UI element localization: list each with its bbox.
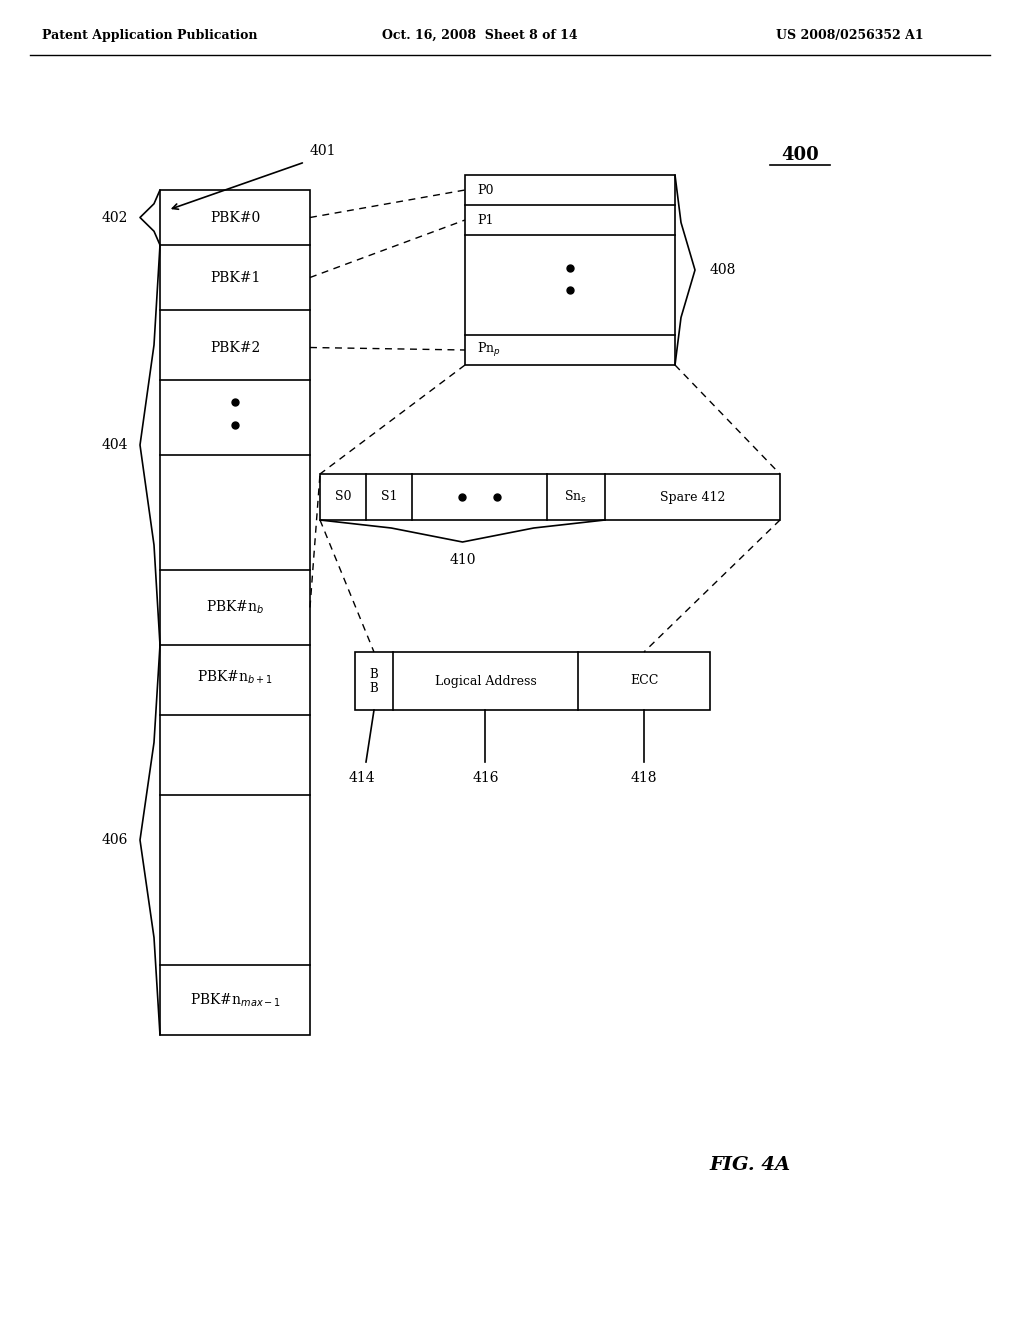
Text: 418: 418 [631, 771, 657, 785]
Text: Logical Address: Logical Address [434, 675, 537, 688]
Text: 400: 400 [781, 147, 819, 164]
Text: Sn$_s$: Sn$_s$ [564, 488, 588, 506]
Text: PBK#n$_{b+1}$: PBK#n$_{b+1}$ [197, 669, 273, 686]
Text: 402: 402 [101, 210, 128, 224]
Text: Pn$_p$: Pn$_p$ [477, 341, 501, 359]
Text: P0: P0 [477, 183, 494, 197]
Text: PBK#0: PBK#0 [210, 210, 260, 224]
Text: Patent Application Publication: Patent Application Publication [42, 29, 258, 41]
Text: PBK#n$_b$: PBK#n$_b$ [206, 599, 264, 616]
Bar [319, 474, 780, 520]
Text: FIG. 4A: FIG. 4A [710, 1156, 791, 1173]
Text: PBK#2: PBK#2 [210, 341, 260, 355]
Bar [160, 190, 310, 1035]
Text: 410: 410 [450, 553, 476, 568]
Text: 414: 414 [349, 771, 376, 785]
Text: US 2008/0256352 A1: US 2008/0256352 A1 [776, 29, 924, 41]
Text: 406: 406 [101, 833, 128, 847]
Bar [355, 652, 710, 710]
Text: ECC: ECC [630, 675, 658, 688]
Text: Oct. 16, 2008  Sheet 8 of 14: Oct. 16, 2008 Sheet 8 of 14 [382, 29, 578, 41]
Text: 401: 401 [310, 144, 337, 158]
Text: 416: 416 [472, 771, 499, 785]
Text: 408: 408 [710, 263, 736, 277]
Bar [465, 176, 675, 366]
Text: S0: S0 [335, 491, 351, 503]
Text: PBK#1: PBK#1 [210, 271, 260, 285]
Text: B
B: B B [370, 668, 379, 694]
Text: S1: S1 [381, 491, 397, 503]
Text: P1: P1 [477, 214, 494, 227]
Text: 404: 404 [101, 438, 128, 451]
Text: Spare 412: Spare 412 [659, 491, 725, 503]
Text: PBK#n$_{max-1}$: PBK#n$_{max-1}$ [189, 991, 281, 1008]
